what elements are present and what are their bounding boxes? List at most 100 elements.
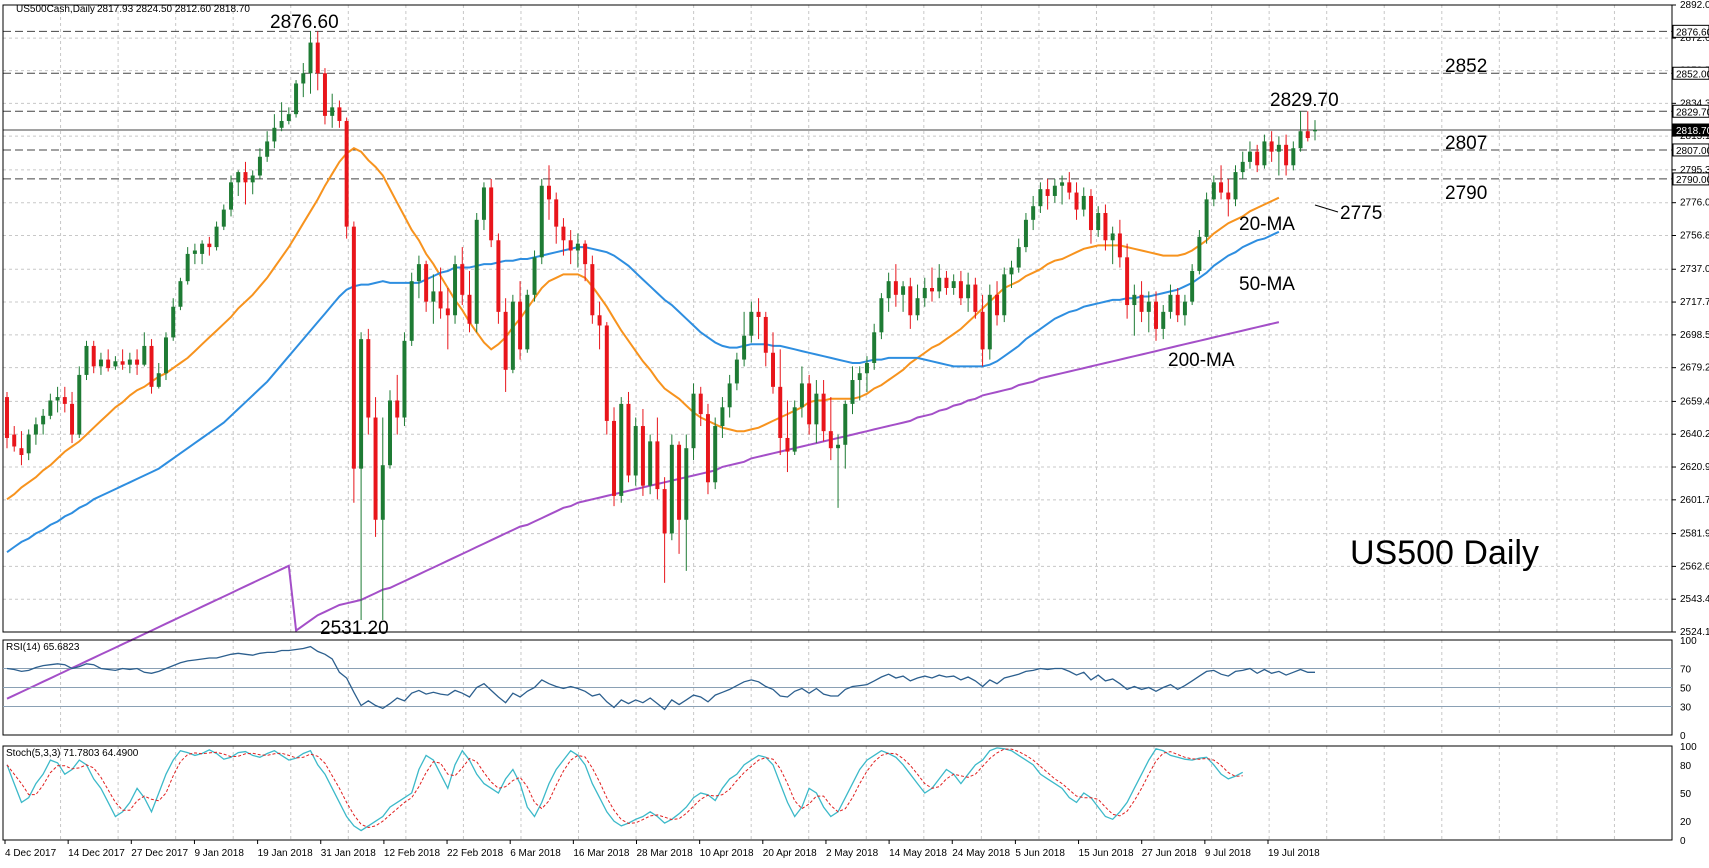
- candle-body: [55, 397, 60, 401]
- x-tick-label: 24 May 2018: [952, 848, 1010, 859]
- candle-body: [1313, 130, 1317, 132]
- candle-body: [1190, 270, 1195, 302]
- candle-body: [908, 286, 913, 316]
- candle-body: [286, 114, 291, 121]
- rsi-pane: 100 70 50 30 0: [3, 636, 1697, 742]
- candle-body: [221, 209, 226, 227]
- x-tick-label: 15 Jun 2018: [1079, 848, 1134, 859]
- candle-body: [388, 400, 392, 466]
- candle-body: [467, 294, 472, 324]
- candle-body: [344, 120, 349, 227]
- candlesticks: [5, 31, 1317, 620]
- x-tick-label: 28 Mar 2018: [637, 848, 694, 859]
- x-tick-label: 27 Jun 2018: [1142, 848, 1197, 859]
- level-lines: [3, 30, 1672, 180]
- candle-body: [84, 345, 89, 375]
- candle-body: [229, 182, 234, 210]
- x-tick-label: 12 Feb 2018: [384, 848, 441, 859]
- candle-body: [619, 403, 624, 496]
- price-tick-label: 2659.45: [1680, 396, 1709, 407]
- x-tick-label: 10 Apr 2018: [700, 848, 754, 859]
- candle-body: [1211, 182, 1216, 200]
- candle-body: [315, 42, 320, 74]
- rsi-line: [6, 645, 1315, 711]
- candle-body: [995, 294, 1000, 316]
- candle-body: [915, 298, 920, 316]
- candle-body: [828, 431, 833, 449]
- candle-body: [807, 383, 812, 425]
- rsi-tick-label: 70: [1680, 665, 1692, 676]
- candle-body: [156, 373, 161, 387]
- candle-body: [1031, 206, 1036, 220]
- candle-body: [185, 253, 190, 282]
- candle-body: [763, 316, 768, 353]
- candle-body: [1262, 141, 1267, 166]
- candle-body: [1226, 192, 1231, 200]
- candle-body: [575, 243, 580, 251]
- ma-line-200-ma: [6, 321, 1280, 700]
- candle-body: [1139, 294, 1144, 312]
- label-20-ma: 20-MA: [1239, 214, 1295, 235]
- candle-body: [532, 257, 537, 295]
- candle-body: [1088, 195, 1093, 231]
- price-tick-label: 2872.65: [1680, 33, 1709, 44]
- level-tag-box: [1672, 143, 1709, 157]
- level-tag-label: 2852.00: [1676, 69, 1709, 80]
- x-tick-label: 16 Mar 2018: [573, 848, 630, 859]
- candle-body: [1103, 213, 1108, 241]
- candle-body: [662, 489, 667, 534]
- candle-body: [409, 281, 414, 341]
- rsi-tick-label: 30: [1680, 703, 1692, 714]
- x-tick-label: 2 May 2018: [826, 848, 879, 859]
- level-tag-box: [1672, 24, 1709, 38]
- candle-body: [1067, 182, 1072, 193]
- candle-body: [1284, 144, 1289, 166]
- candle-body: [771, 352, 775, 387]
- price-tick-label: 2581.90: [1680, 529, 1709, 540]
- rsi-tick-label: 50: [1680, 684, 1692, 695]
- stoch-tick-label: 20: [1680, 817, 1692, 828]
- stoch-tick-label: 50: [1680, 789, 1692, 800]
- candle-body: [1125, 257, 1130, 306]
- stoch-tick-label: 0: [1680, 836, 1686, 847]
- x-tick-label: 9 Jul 2018: [1205, 848, 1252, 859]
- candle-body: [416, 264, 421, 282]
- candle-body: [395, 400, 400, 418]
- candle-body: [626, 403, 631, 476]
- candle-body: [322, 73, 327, 116]
- date-axis-labels: 4 Dec 2017 14 Dec 2017 27 Dec 2017 9 Jan 20…: [4, 840, 1320, 859]
- candle-body: [301, 73, 306, 84]
- candle-body: [1269, 141, 1274, 152]
- price-tick-label: 2776.05: [1680, 198, 1709, 209]
- stoch-tick-label: 100: [1680, 742, 1697, 753]
- candle-body: [424, 264, 429, 302]
- candle-body: [539, 185, 544, 258]
- candle-body: [713, 426, 718, 483]
- candle-body: [756, 311, 761, 317]
- candle-body: [1233, 172, 1238, 200]
- level-tags: 2876.60 2852.00 2829.70 2818.70 2807.00 2790.…: [1672, 24, 1709, 186]
- candle-body: [1276, 144, 1281, 152]
- stoch-frame: [2, 745, 1673, 841]
- level-tag-label: 2807.00: [1676, 146, 1709, 157]
- candle-body: [351, 226, 356, 469]
- main-frame: [2, 4, 1673, 633]
- candle-body: [142, 345, 147, 365]
- candle-body: [778, 386, 783, 438]
- candle-body: [1146, 301, 1151, 312]
- candle-body: [814, 393, 819, 425]
- candle-body: [604, 325, 609, 421]
- candle-body: [1305, 131, 1310, 139]
- candle-body: [1074, 192, 1079, 210]
- x-tick-label: 4 Dec 2017: [5, 848, 57, 859]
- candle-body: [120, 361, 125, 365]
- x-tick-label: 27 Dec 2017: [131, 848, 188, 859]
- pointer-2775: [1314, 204, 1339, 213]
- annotations: US500Cash,Daily 2817.93 2824.50 2812.60 …: [6, 4, 1539, 759]
- candle-body: [207, 243, 212, 248]
- candle-body: [330, 107, 335, 116]
- price-tick-label: 2698.50: [1680, 330, 1709, 341]
- candle-body: [836, 444, 841, 449]
- candle-body: [149, 345, 154, 387]
